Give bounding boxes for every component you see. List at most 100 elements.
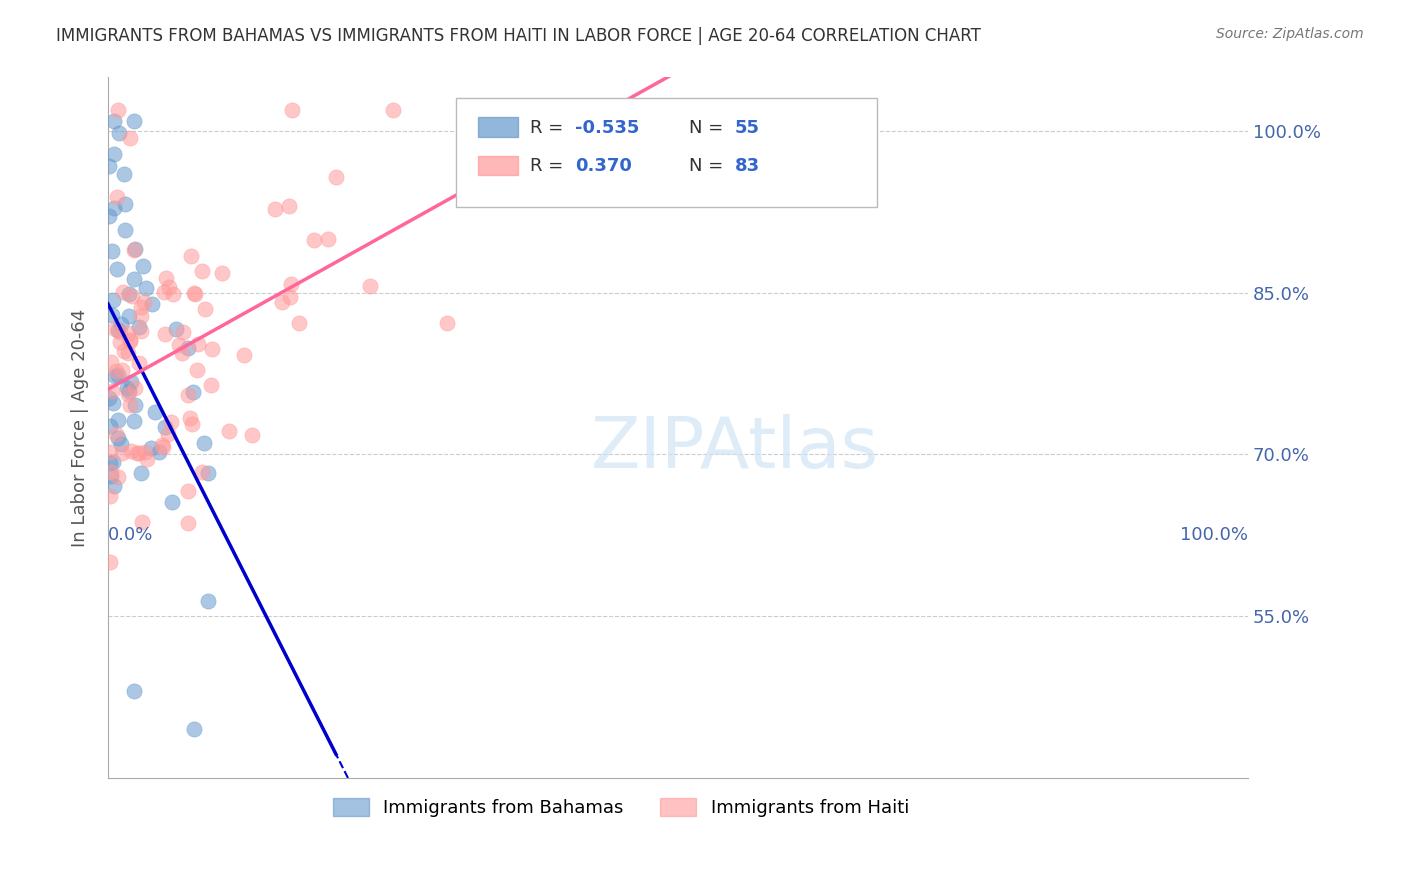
Point [117, 326, 139, 341]
Point [359, 279, 381, 293]
Point [114, 196, 136, 211]
Point [110, 325, 132, 339]
Point [134, 445, 156, 459]
Text: N =: N = [689, 119, 730, 136]
Text: 0.0%: 0.0% [108, 525, 153, 543]
Point [101, 396, 124, 410]
Point [190, 465, 212, 479]
Point [132, 260, 155, 274]
Point [177, 341, 200, 355]
Point [278, 290, 301, 304]
Point [98, 489, 121, 503]
Point [177, 516, 200, 530]
Point [101, 384, 124, 398]
Point [181, 384, 204, 399]
Text: 55: 55 [735, 119, 759, 136]
Point [191, 264, 214, 278]
Point [129, 300, 152, 314]
Point [148, 445, 170, 459]
Point [180, 249, 202, 263]
Point [122, 272, 145, 286]
Point [111, 363, 134, 377]
Point [287, 317, 309, 331]
Point [98, 209, 121, 223]
Point [117, 286, 139, 301]
Point [211, 266, 233, 280]
Point [114, 344, 136, 359]
Point [104, 427, 127, 442]
Point [160, 494, 183, 508]
Point [181, 417, 204, 431]
Point [141, 296, 163, 310]
Point [187, 337, 209, 351]
Point [136, 452, 159, 467]
Point [278, 199, 301, 213]
Point [169, 338, 191, 352]
Legend: Immigrants from Bahamas, Immigrants from Haiti: Immigrants from Bahamas, Immigrants from… [326, 790, 917, 824]
Point [104, 369, 127, 384]
Point [98, 159, 121, 173]
Point [98, 444, 121, 458]
Point [100, 468, 122, 483]
Point [381, 103, 404, 117]
Point [107, 126, 129, 140]
Point [111, 446, 134, 460]
Point [124, 399, 146, 413]
Point [107, 368, 129, 383]
Point [120, 375, 142, 389]
Point [281, 103, 304, 117]
Point [316, 231, 339, 245]
Point [108, 334, 131, 349]
Point [143, 405, 166, 419]
Point [112, 167, 135, 181]
Point [100, 355, 122, 369]
Point [118, 309, 141, 323]
Y-axis label: In Labor Force | Age 20-64: In Labor Force | Age 20-64 [72, 309, 89, 547]
Point [118, 131, 141, 145]
Text: 83: 83 [735, 157, 761, 176]
Point [152, 440, 174, 454]
Point [117, 387, 139, 401]
Point [104, 322, 127, 336]
Text: R =: R = [530, 157, 569, 176]
Point [110, 318, 132, 332]
Text: 0.370: 0.370 [575, 157, 633, 176]
Point [122, 684, 145, 698]
Point [122, 244, 145, 258]
Point [155, 326, 177, 341]
Point [103, 201, 125, 215]
Point [129, 467, 152, 481]
Point [128, 445, 150, 459]
Point [160, 415, 183, 429]
Point [129, 324, 152, 338]
Point [201, 342, 224, 356]
Point [124, 242, 146, 256]
Point [121, 289, 143, 303]
Text: ZIPAtlas: ZIPAtlas [591, 414, 879, 483]
Point [107, 413, 129, 427]
Point [110, 437, 132, 451]
Point [107, 323, 129, 337]
Point [232, 348, 254, 362]
Point [120, 443, 142, 458]
Point [100, 465, 122, 479]
Point [218, 425, 240, 439]
Point [107, 431, 129, 445]
Point [155, 271, 177, 285]
Point [183, 723, 205, 737]
Point [120, 333, 142, 347]
Point [132, 295, 155, 310]
Text: IMMIGRANTS FROM BAHAMAS VS IMMIGRANTS FROM HAITI IN LABOR FORCE | AGE 20-64 CORR: IMMIGRANTS FROM BAHAMAS VS IMMIGRANTS FR… [56, 27, 981, 45]
Point [193, 435, 215, 450]
Point [194, 301, 217, 316]
Point [124, 381, 146, 395]
Point [150, 438, 173, 452]
Point [117, 346, 139, 360]
Point [183, 285, 205, 300]
Point [100, 308, 122, 322]
Point [105, 262, 128, 277]
Point [128, 356, 150, 370]
Point [304, 233, 326, 247]
Point [179, 411, 201, 425]
Point [131, 516, 153, 530]
